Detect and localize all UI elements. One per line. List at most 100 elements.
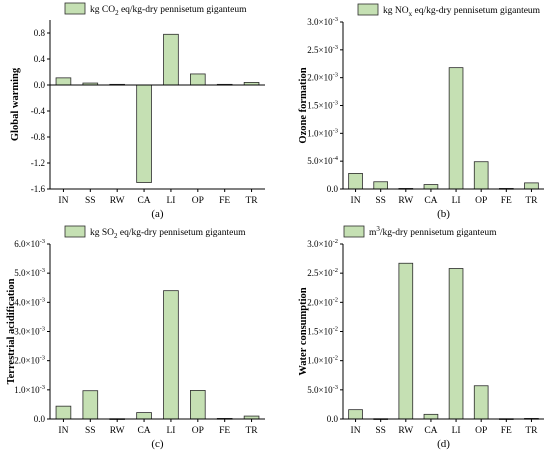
y-tick-label: 1.5×10-2 — [307, 326, 338, 337]
chart-panel-0: -1.6 -1.2 -0.8 -0.4 0.0 0.4 0.8 IN SS RW CA LI OP FE T… — [10, 2, 265, 220]
x-tick-label: LI — [166, 196, 175, 206]
y-tick-label: 0.8 — [34, 28, 46, 38]
x-tick-label: TR — [525, 196, 538, 206]
bar-ss — [373, 181, 388, 190]
x-tick-label: SS — [375, 426, 386, 436]
bar-ss — [82, 390, 99, 420]
y-tick-label: 0.4 — [34, 54, 46, 64]
x-tick-label: IN — [351, 196, 361, 206]
panel-label: (b) — [437, 208, 450, 220]
x-tick-label: LI — [452, 426, 461, 436]
x-tick-label: FE — [219, 426, 230, 436]
y-axis-label: Terrestrial acidification — [6, 278, 17, 384]
y-tick-label: -1.2 — [31, 158, 45, 168]
chart-panel-3: 0.0 5.0×10-3 1.0×10-2 1.5×10-2 2.0×10-2 2.5×1… — [298, 225, 544, 450]
x-tick-label: OP — [475, 196, 487, 206]
bar-op — [190, 73, 206, 86]
y-axis-label: Water consumption — [298, 287, 309, 375]
x-tick-label: SS — [375, 196, 386, 206]
bar-ca — [136, 84, 152, 183]
bar-ca — [423, 184, 439, 190]
x-tick-label: FE — [501, 426, 512, 436]
y-tick-label: 0.0 — [34, 414, 46, 424]
bar-in — [348, 409, 363, 420]
x-tick-label: RW — [398, 426, 413, 436]
panel-label: (c) — [151, 438, 164, 450]
bar-in — [55, 77, 72, 86]
bar-li — [448, 268, 464, 420]
x-tick-label: CA — [424, 196, 437, 206]
x-tick-label: SS — [85, 196, 96, 206]
bar-li — [448, 67, 464, 190]
y-tick-label: 3.0×10-3 — [14, 326, 45, 337]
legend-label: m3/kg-dry pennisetum giganteum — [369, 225, 497, 238]
y-tick-label: 5.0×10-3 — [14, 267, 45, 278]
bar-ca — [136, 412, 152, 420]
y-tick-label: 0.0 — [327, 184, 339, 194]
x-tick-label: FE — [501, 196, 512, 206]
y-axis-label: Global warming — [10, 67, 21, 141]
x-tick-label: OP — [192, 196, 204, 206]
x-tick-label: LI — [452, 196, 461, 206]
panel-label: (d) — [437, 438, 450, 450]
x-tick-label: CA — [137, 196, 150, 206]
x-tick-label: OP — [192, 426, 204, 436]
legend-swatch — [64, 225, 86, 238]
bar-op — [473, 161, 489, 190]
chart-panel-2: 0.0 1.0×10-3 2.0×10-3 3.0×10-3 4.0×10-3 5.0×1… — [6, 225, 265, 450]
panel-label: (a) — [151, 208, 164, 220]
x-tick-label: RW — [110, 196, 125, 206]
y-tick-label: 4.0×10-3 — [14, 296, 45, 307]
bar-in — [55, 405, 72, 420]
bar-rw — [398, 262, 414, 420]
bar-ca — [423, 413, 439, 420]
x-tick-label: IN — [351, 426, 361, 436]
legend-swatch — [64, 2, 86, 15]
y-tick-label: 5.0×10-4 — [307, 155, 338, 166]
y-tick-label: -0.4 — [31, 106, 46, 116]
bar-tr — [524, 182, 539, 190]
y-tick-label: 0.0 — [327, 414, 339, 424]
x-tick-label: RW — [398, 196, 413, 206]
legend-swatch — [343, 225, 365, 238]
bar-li — [163, 33, 179, 86]
y-tick-label: 3.0×10-2 — [307, 238, 338, 249]
bar-in — [348, 173, 363, 190]
y-tick-label: 5.0×10-3 — [307, 384, 338, 395]
chart-panel-1: 0.0 5.0×10-4 1.0×10-3 1.5×10-3 2.0×10-3 2.5×1… — [298, 3, 544, 220]
y-tick-label: -1.6 — [31, 184, 46, 194]
y-tick-label: 3.0×10-3 — [307, 16, 338, 27]
x-tick-label: TR — [245, 426, 258, 436]
y-tick-label: 1.5×10-3 — [307, 100, 338, 111]
bar-op — [190, 390, 206, 420]
y-tick-label: 2.5×10-3 — [307, 44, 338, 55]
y-tick-label: 1.0×10-3 — [14, 384, 45, 395]
x-tick-label: IN — [58, 426, 68, 436]
x-tick-label: TR — [525, 426, 538, 436]
y-tick-label: 1.0×10-3 — [307, 127, 338, 138]
x-tick-label: SS — [85, 426, 96, 436]
y-tick-label: 2.5×10-2 — [307, 267, 338, 278]
bar-op — [473, 385, 489, 420]
x-tick-label: IN — [58, 196, 68, 206]
x-tick-label: TR — [245, 196, 258, 206]
legend-label: kg NOx eq/kg-dry pennisetum giganteum — [383, 6, 541, 18]
bar-li — [163, 290, 179, 420]
y-tick-label: 2.0×10-3 — [307, 72, 338, 83]
x-tick-label: CA — [424, 426, 437, 436]
y-tick-label: -0.8 — [31, 132, 46, 142]
y-axis-label: Ozone formation — [298, 67, 309, 143]
y-tick-label: 0.0 — [34, 80, 46, 90]
x-tick-label: FE — [219, 196, 230, 206]
x-tick-label: CA — [137, 426, 150, 436]
x-tick-label: OP — [475, 426, 487, 436]
legend-label: kg SO2 eq/kg-dry pennisetum giganteum — [90, 228, 246, 240]
y-tick-label: 2.0×10-2 — [307, 296, 338, 307]
legend-swatch — [357, 3, 379, 16]
legend-label: kg CO2 eq/kg-dry pennisetum giganteum — [90, 5, 247, 17]
x-tick-label: RW — [110, 426, 125, 436]
y-tick-label: 1.0×10-2 — [307, 355, 338, 366]
y-tick-label: 2.0×10-3 — [14, 355, 45, 366]
x-tick-label: LI — [166, 426, 175, 436]
